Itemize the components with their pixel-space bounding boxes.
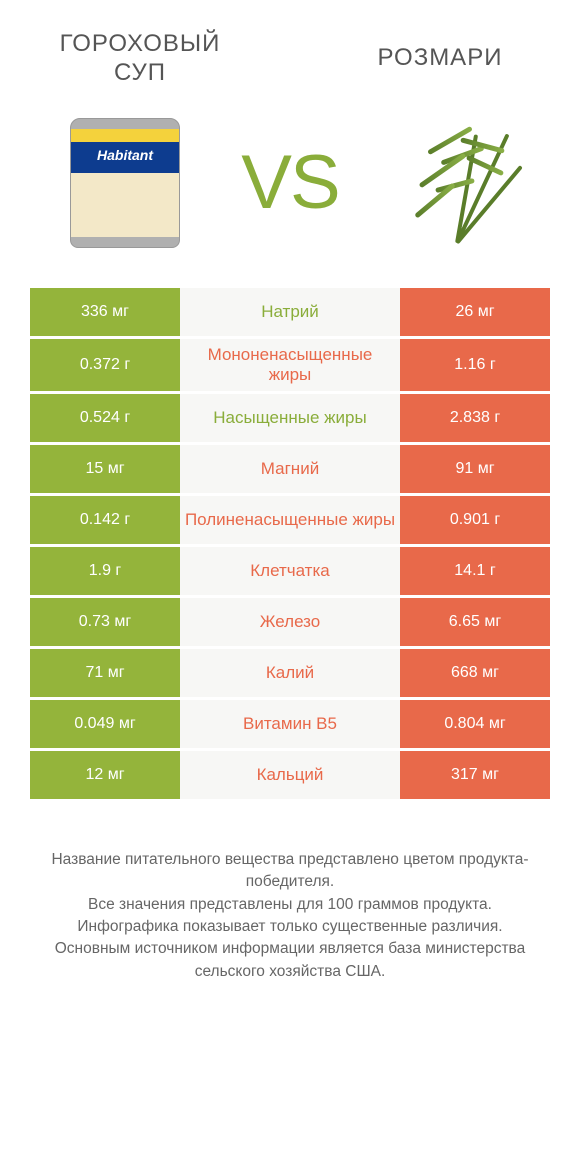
nutrient-label-cell: Магний bbox=[180, 445, 400, 493]
right-product-title: РОЗМАРИ bbox=[330, 30, 550, 73]
left-value-cell: 12 мг bbox=[30, 751, 180, 799]
comparison-header: ГОРОХОВЫЙ СУП РОЗМАРИ bbox=[0, 0, 580, 98]
nutrient-label-cell: Витамин B5 bbox=[180, 700, 400, 748]
vs-label: VS bbox=[241, 139, 338, 226]
right-value-cell: 6.65 мг bbox=[400, 598, 550, 646]
nutrient-label-cell: Калий bbox=[180, 649, 400, 697]
nutrient-label-cell: Клетчатка bbox=[180, 547, 400, 595]
nutrient-label-cell: Насыщенные жиры bbox=[180, 394, 400, 442]
nutrient-label-cell: Железо bbox=[180, 598, 400, 646]
right-value-cell: 1.16 г bbox=[400, 339, 550, 391]
right-value-cell: 317 мг bbox=[400, 751, 550, 799]
right-value-cell: 2.838 г bbox=[400, 394, 550, 442]
table-row: 0.372 гМононенасыщенные жиры1.16 г bbox=[30, 339, 550, 391]
table-row: 0.049 мгВитамин B50.804 мг bbox=[30, 700, 550, 748]
right-value-cell: 26 мг bbox=[400, 288, 550, 336]
footnote-line: Название питательного вещества представл… bbox=[30, 849, 550, 894]
table-row: 15 мгМагний91 мг bbox=[30, 445, 550, 493]
nutrient-label-cell: Натрий bbox=[180, 288, 400, 336]
nutrient-comparison-table: 336 мгНатрий26 мг0.372 гМононенасыщенные… bbox=[30, 288, 550, 799]
footnote-block: Название питательного вещества представл… bbox=[30, 849, 550, 984]
left-value-cell: 0.73 мг bbox=[30, 598, 180, 646]
footnote-line: Инфографика показывает только существенн… bbox=[30, 916, 550, 938]
table-row: 0.142 гПолиненасыщенные жиры0.901 г bbox=[30, 496, 550, 544]
table-row: 12 мгКальций317 мг bbox=[30, 751, 550, 799]
left-value-cell: 0.049 мг bbox=[30, 700, 180, 748]
product-images-row: VS bbox=[0, 98, 580, 278]
table-row: 0.73 мгЖелезо6.65 мг bbox=[30, 598, 550, 646]
table-row: 1.9 гКлетчатка14.1 г bbox=[30, 547, 550, 595]
left-value-cell: 15 мг bbox=[30, 445, 180, 493]
left-value-cell: 336 мг bbox=[30, 288, 180, 336]
right-value-cell: 668 мг bbox=[400, 649, 550, 697]
footnote-line: Все значения представлены для 100 граммо… bbox=[30, 894, 550, 916]
right-product-image bbox=[380, 108, 530, 258]
right-value-cell: 0.901 г bbox=[400, 496, 550, 544]
left-product-title: ГОРОХОВЫЙ СУП bbox=[30, 30, 250, 88]
right-value-cell: 91 мг bbox=[400, 445, 550, 493]
nutrient-label-cell: Полиненасыщенные жиры bbox=[180, 496, 400, 544]
left-value-cell: 71 мг bbox=[30, 649, 180, 697]
nutrient-label-cell: Кальций bbox=[180, 751, 400, 799]
table-row: 71 мгКалий668 мг bbox=[30, 649, 550, 697]
right-value-cell: 0.804 мг bbox=[400, 700, 550, 748]
left-value-cell: 1.9 г bbox=[30, 547, 180, 595]
left-value-cell: 0.524 г bbox=[30, 394, 180, 442]
table-row: 336 мгНатрий26 мг bbox=[30, 288, 550, 336]
rosemary-icon bbox=[385, 113, 525, 253]
left-product-image bbox=[50, 108, 200, 258]
nutrient-label-cell: Мононенасыщенные жиры bbox=[180, 339, 400, 391]
left-value-cell: 0.372 г bbox=[30, 339, 180, 391]
soup-can-icon bbox=[70, 118, 180, 248]
left-value-cell: 0.142 г bbox=[30, 496, 180, 544]
table-row: 0.524 гНасыщенные жиры2.838 г bbox=[30, 394, 550, 442]
right-value-cell: 14.1 г bbox=[400, 547, 550, 595]
footnote-line: Основным источником информации является … bbox=[30, 938, 550, 983]
